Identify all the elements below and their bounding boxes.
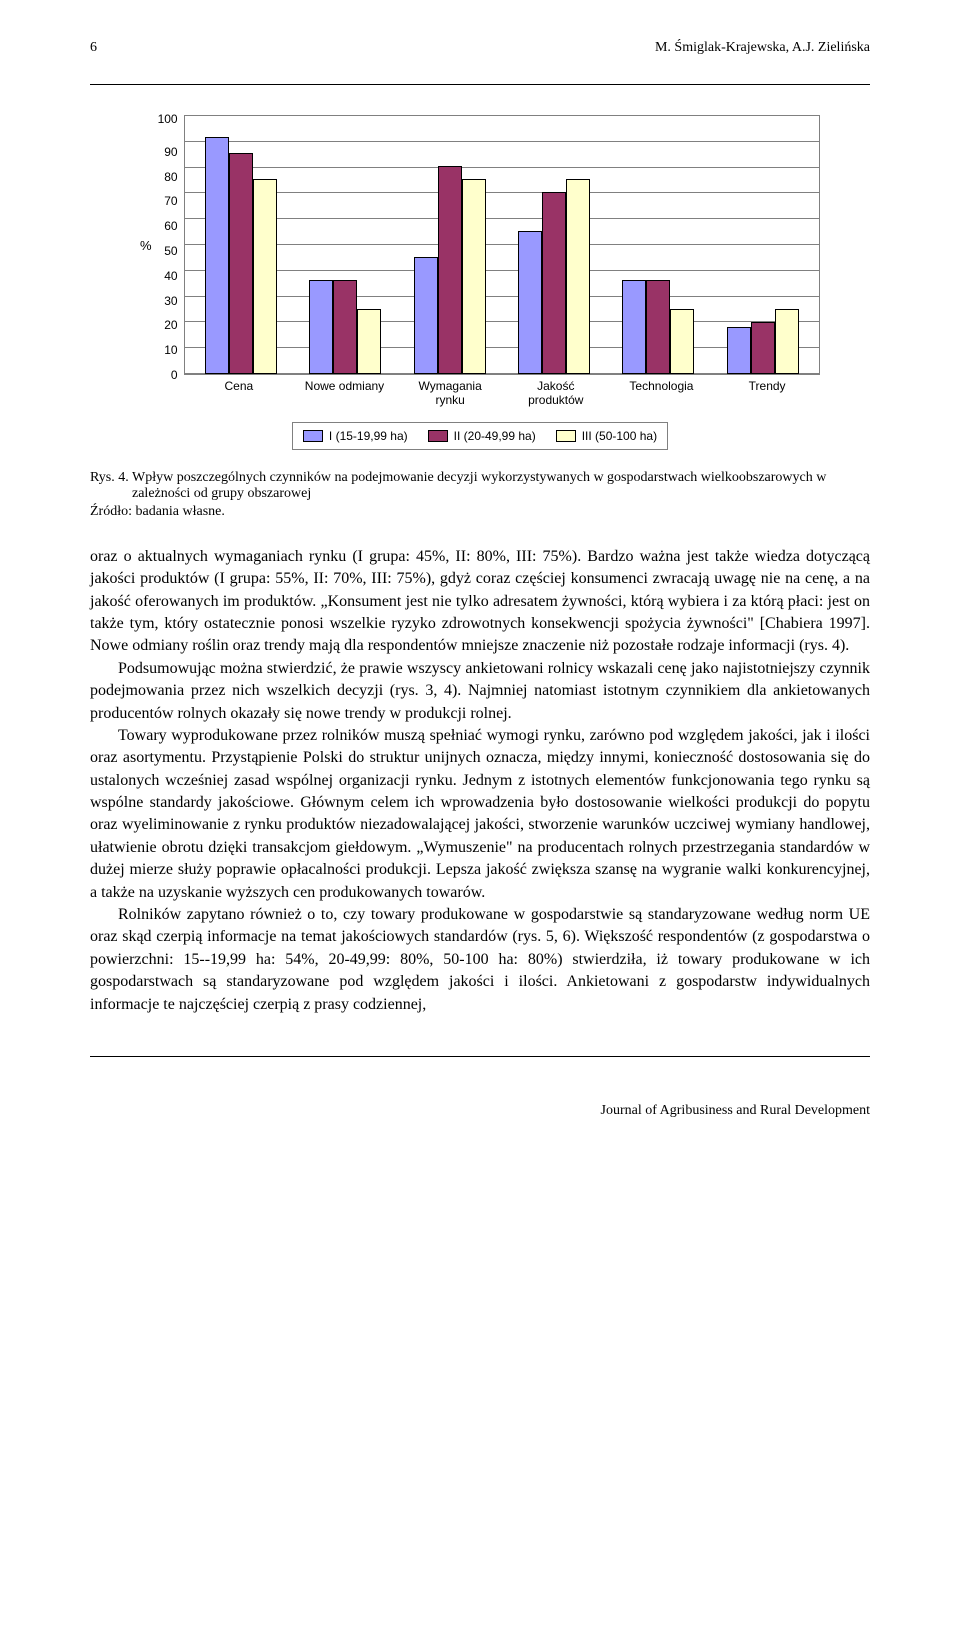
- bar-group: [309, 280, 381, 374]
- x-axis-labels: Cena Nowe odmiany Wymagania rynku Jakość pr…: [186, 375, 820, 408]
- bar-group: [622, 280, 694, 374]
- bar: [646, 280, 670, 374]
- bar: [670, 309, 694, 374]
- legend-item: III (50-100 ha): [556, 429, 657, 443]
- y-tick: 50: [164, 245, 177, 257]
- y-tick: 0: [171, 369, 178, 381]
- bar-group: [727, 309, 799, 374]
- y-tick: 100: [158, 113, 178, 125]
- y-tick: 30: [164, 295, 177, 307]
- bar: [253, 179, 277, 374]
- x-label: Nowe odmiany: [299, 379, 389, 408]
- y-axis-label: %: [140, 115, 158, 375]
- bar: [622, 280, 646, 374]
- bar: [229, 153, 253, 374]
- bar: [309, 280, 333, 374]
- paragraph-1: oraz o aktualnych wymaganiach rynku (I g…: [90, 546, 870, 658]
- legend-label: I (15-19,99 ha): [329, 429, 408, 443]
- legend-item: II (20-49,99 ha): [428, 429, 536, 443]
- y-tick: 40: [164, 270, 177, 282]
- y-tick: 60: [164, 220, 177, 232]
- bar: [357, 309, 381, 374]
- bar-group: [518, 179, 590, 374]
- bar: [566, 179, 590, 374]
- figure-source: Źródło: badania własne.: [90, 504, 870, 520]
- bar-group: [205, 137, 277, 374]
- chart-gridlines: [185, 116, 819, 374]
- bar: [414, 257, 438, 374]
- chart-plot: [184, 115, 820, 375]
- bar: [775, 309, 799, 374]
- y-axis-ticks: 1009080706050403020100: [158, 115, 184, 375]
- x-label: Technologia: [616, 379, 706, 408]
- bar: [462, 179, 486, 374]
- header-divider: [90, 84, 870, 85]
- legend-swatch: [428, 430, 448, 442]
- legend-label: III (50-100 ha): [582, 429, 657, 443]
- bar: [333, 280, 357, 374]
- legend-swatch: [556, 430, 576, 442]
- authors: M. Śmiglak-Krajewska, A.J. Zielińska: [655, 40, 870, 56]
- chart-legend: I (15-19,99 ha) II (20-49,99 ha) III (50-1…: [292, 422, 668, 450]
- page-header: 6 M. Śmiglak-Krajewska, A.J. Zielińska: [90, 40, 870, 60]
- paragraph-3: Towary wyprodukowane przez rolników musz…: [90, 725, 870, 904]
- journal-footer: Journal of Agribusiness and Rural Develo…: [90, 1097, 870, 1119]
- figure-caption: Rys. 4. Wpływ poszczególnych czynników n…: [90, 470, 870, 502]
- footer-divider: [90, 1056, 870, 1057]
- bar-group: [414, 166, 486, 374]
- y-tick: 80: [164, 171, 177, 183]
- body-text: oraz o aktualnych wymaganiach rynku (I g…: [90, 546, 870, 1016]
- x-label: Trendy: [722, 379, 812, 408]
- legend-item: I (15-19,99 ha): [303, 429, 408, 443]
- y-tick: 70: [164, 195, 177, 207]
- caption-text: Wpływ poszczególnych czynników na podejm…: [132, 470, 826, 501]
- caption-label: Rys. 4.: [90, 470, 129, 485]
- paragraph-4: Rolników zapytano również o to, czy towa…: [90, 904, 870, 1016]
- bar: [438, 166, 462, 374]
- page-number: 6: [90, 40, 97, 56]
- y-tick: 90: [164, 146, 177, 158]
- y-tick: 20: [164, 319, 177, 331]
- bar: [542, 192, 566, 374]
- figure-4: % 1009080706050403020100 CenaNowe odmian…: [140, 115, 820, 450]
- y-tick: 10: [164, 344, 177, 356]
- legend-label: II (20-49,99 ha): [454, 429, 536, 443]
- x-label: Wymagania rynku: [405, 379, 495, 408]
- paragraph-2: Podsumowując można stwierdzić, że prawie…: [90, 658, 870, 725]
- x-label: Jakość produktów: [511, 379, 601, 408]
- bar: [751, 322, 775, 374]
- bar: [518, 231, 542, 374]
- bar: [727, 327, 751, 374]
- x-label: Cena: [194, 379, 284, 408]
- bar: [205, 137, 229, 374]
- legend-swatch: [303, 430, 323, 442]
